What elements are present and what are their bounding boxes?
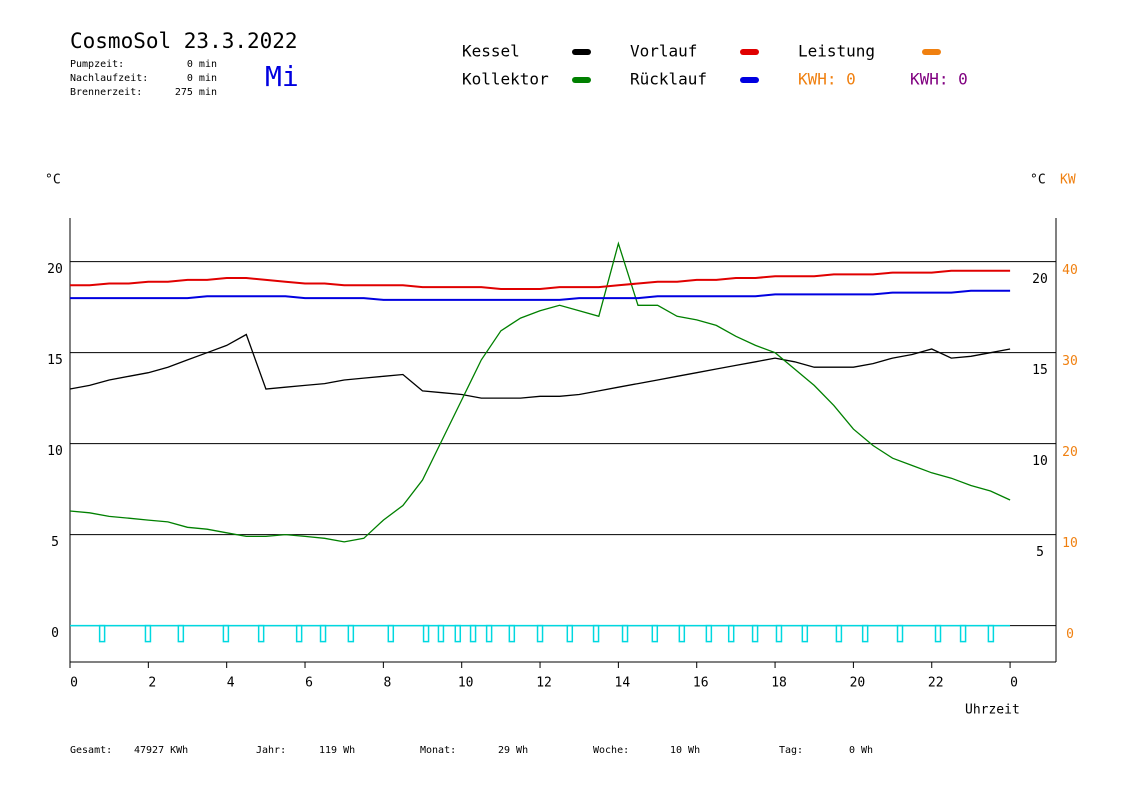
x-tick-label: 6	[305, 676, 313, 691]
pump-pulse	[801, 624, 809, 643]
y-right-tick-label: 5	[1036, 545, 1044, 560]
pump-pulse	[835, 624, 843, 643]
x-tick-label: 2	[148, 676, 156, 691]
y2-tick-label: 0	[1066, 627, 1074, 642]
info-label: Pumpzeit:	[70, 59, 124, 70]
series-line	[70, 269, 1011, 290]
y-unit-right: °C	[1030, 173, 1046, 188]
x-tick-label: 12	[536, 676, 552, 691]
pump-pulse	[651, 624, 659, 643]
footer-value: 10 Wh	[670, 745, 700, 756]
pump-pulse	[485, 624, 493, 643]
y-tick-label: 0	[51, 626, 59, 641]
kwh-text: KWH: 0	[910, 70, 968, 89]
info-value: 275 min	[175, 87, 217, 98]
y-unit: °C	[45, 173, 61, 188]
footer-value: 29 Wh	[498, 745, 528, 756]
pump-pulse	[295, 624, 303, 643]
series-line	[70, 289, 1011, 301]
pump-pulse	[896, 624, 904, 643]
footer-label: Woche:	[593, 745, 629, 756]
pump-pulse	[705, 624, 713, 643]
x-label: Uhrzeit	[965, 703, 1020, 718]
legend-label: Leistung	[798, 42, 875, 61]
x-tick-label: 0	[1010, 676, 1018, 691]
footer-value: 119 Wh	[319, 745, 355, 756]
pump-pulse	[222, 624, 230, 643]
pump-pulse	[437, 624, 445, 643]
info-value: 0 min	[187, 59, 217, 70]
info-label: Brennerzeit:	[70, 87, 142, 98]
pump-pulse	[422, 624, 430, 643]
y-right-tick-label: 20	[1032, 272, 1048, 287]
pump-pulse	[98, 624, 106, 643]
pump-pulse	[861, 624, 869, 643]
pump-pulse	[621, 624, 629, 643]
y-tick-label: 15	[47, 353, 63, 368]
info-value: 0 min	[187, 73, 217, 84]
pump-pulse	[751, 624, 759, 643]
chart-title: CosmoSol 23.3.2022	[70, 29, 298, 53]
pump-pulse	[469, 624, 477, 643]
x-tick-label: 18	[771, 676, 787, 691]
y2-tick-label: 10	[1062, 536, 1078, 551]
x-tick-label: 20	[850, 676, 866, 691]
weekday: Mi	[265, 60, 299, 93]
info-label: Nachlaufzeit:	[70, 73, 148, 84]
y-right-tick-label: 15	[1032, 363, 1048, 378]
y2-tick-label: 40	[1062, 263, 1078, 278]
pump-pulse	[144, 624, 152, 643]
pump-pulse	[934, 624, 942, 643]
x-tick-label: 14	[615, 676, 631, 691]
pump-pulse	[319, 624, 327, 643]
footer-label: Tag:	[779, 745, 803, 756]
pump-pulse	[959, 624, 967, 643]
pump-pulse	[987, 624, 995, 643]
y2-unit: KW	[1060, 173, 1076, 188]
pump-pulse	[566, 624, 574, 643]
y-tick-label: 20	[47, 262, 63, 277]
series-line	[69, 241, 1011, 543]
pump-pulse	[387, 624, 395, 643]
pump-pulse	[454, 624, 462, 643]
y-tick-label: 5	[51, 535, 59, 550]
x-tick-label: 4	[227, 676, 235, 691]
y-tick-label: 10	[47, 444, 63, 459]
pump-pulse	[347, 624, 355, 643]
legend-label: Rücklauf	[630, 70, 707, 89]
pump-pulse	[536, 624, 544, 643]
x-tick-label: 0	[70, 676, 78, 691]
pump-pulse	[678, 624, 686, 643]
pump-pulse	[592, 624, 600, 643]
x-tick-label: 22	[928, 676, 944, 691]
footer-label: Gesamt:	[70, 745, 112, 756]
kwh-text: KWH: 0	[798, 70, 856, 89]
legend-label: Kessel	[462, 42, 520, 61]
pump-pulse	[177, 624, 185, 643]
footer-value: 47927 KWh	[134, 745, 188, 756]
pump-pulse	[727, 624, 735, 643]
pump-pulse	[508, 624, 516, 643]
x-tick-label: 16	[693, 676, 709, 691]
series-line	[69, 333, 1011, 399]
legend-label: Kollektor	[462, 70, 549, 89]
y2-tick-label: 20	[1062, 445, 1078, 460]
pump-pulse	[775, 624, 783, 643]
x-tick-label: 10	[458, 676, 474, 691]
y-right-tick-label: 10	[1032, 454, 1048, 469]
footer-value: 0 Wh	[849, 745, 873, 756]
y2-tick-label: 30	[1062, 354, 1078, 369]
footer-label: Jahr:	[256, 745, 286, 756]
legend-label: Vorlauf	[630, 42, 697, 61]
x-tick-label: 8	[383, 676, 391, 691]
footer-label: Monat:	[420, 745, 456, 756]
pump-pulse	[257, 624, 265, 643]
